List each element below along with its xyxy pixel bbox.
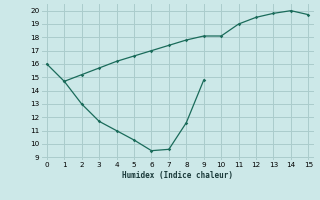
- X-axis label: Humidex (Indice chaleur): Humidex (Indice chaleur): [122, 171, 233, 180]
